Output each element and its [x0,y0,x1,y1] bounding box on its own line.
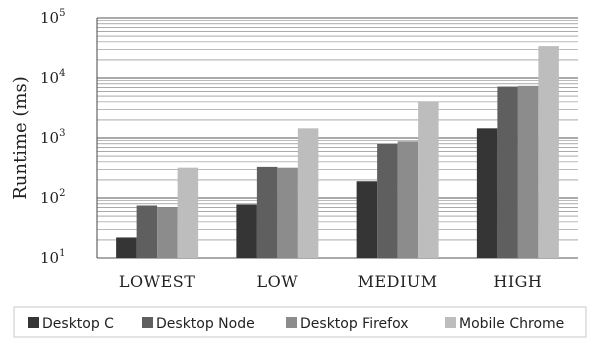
y-tick-label: 103 [40,128,65,147]
bars [116,46,559,258]
bar [236,204,257,258]
legend-swatch [445,317,456,328]
bar [397,141,419,258]
bar [356,181,378,258]
legend: Desktop C Desktop Node Desktop Firefox Mobi… [13,306,587,338]
legend-box [13,306,587,338]
bar [497,86,518,258]
legend-swatch [142,317,153,328]
bar [256,166,278,258]
bar [297,128,319,258]
bar [157,207,178,258]
x-tick-label: MEDIUM [358,272,438,291]
x-tick-label: LOW [257,272,299,291]
y-tick-label: 104 [40,68,65,87]
category-labels: LOWEST LOW MEDIUM HIGH [119,272,542,291]
bar [377,143,398,258]
bar [116,237,137,258]
bar [277,167,298,258]
legend-swatch [286,317,297,328]
x-tick-label: LOWEST [119,272,196,291]
bar [538,46,559,258]
legend-label: Mobile Chrome [459,316,564,332]
legend-label: Desktop C [42,316,114,332]
bar [517,85,539,258]
y-tick-label: 101 [40,248,65,267]
legend-label: Desktop Node [156,316,255,332]
y-axis-label: Runtime (ms) [10,76,31,200]
bar [136,205,158,258]
bar [418,101,439,258]
bar [476,128,498,258]
legend-label: Desktop Firefox [300,316,409,332]
bar [177,167,199,258]
y-tick-label: 105 [40,8,65,27]
x-tick-label: HIGH [493,272,542,291]
y-tick-labels: 101 102 103 104 105 [40,8,65,267]
legend-swatch [28,317,39,328]
y-tick-label: 102 [40,188,65,207]
